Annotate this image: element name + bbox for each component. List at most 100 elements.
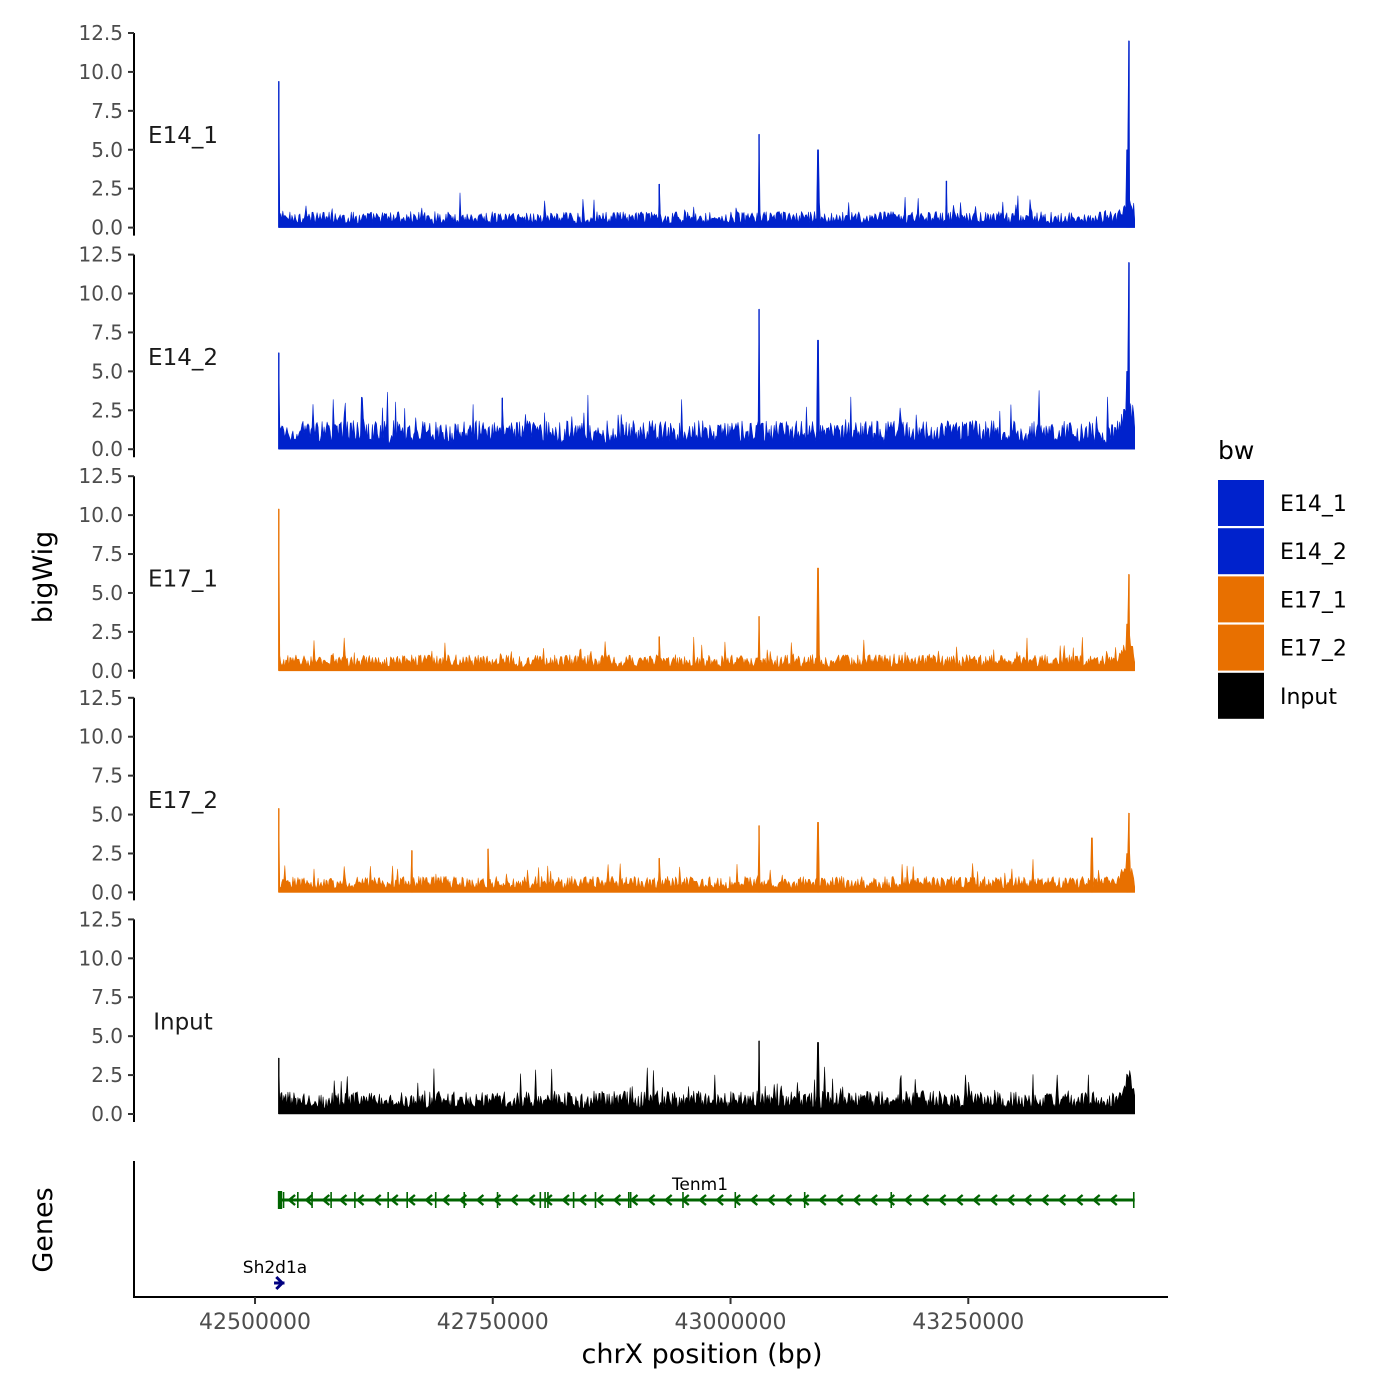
y-tick-label: 0.0 xyxy=(91,659,123,683)
legend-label: E14_1 xyxy=(1280,492,1347,517)
strand-arrow xyxy=(1006,1194,1015,1206)
signal-area-e14-1 xyxy=(278,40,1135,228)
legend-label: E17_2 xyxy=(1280,637,1347,662)
strand-arrow xyxy=(287,1194,296,1206)
strand-arrow xyxy=(920,1194,930,1206)
track-label: E14_1 xyxy=(148,123,218,149)
legend-item-input: Input xyxy=(1218,672,1337,719)
y-tick-label: 5.0 xyxy=(91,138,123,162)
genes-axis-label: Genes xyxy=(28,1187,59,1272)
legend-swatch xyxy=(1218,624,1264,671)
x-tick-label: 43000000 xyxy=(675,1310,787,1335)
strand-arrow xyxy=(766,1194,776,1206)
genes-track: Tenm1 Sh2d1a xyxy=(133,1161,1135,1297)
strand-arrow xyxy=(732,1194,741,1206)
y-tick-label: 7.5 xyxy=(91,320,123,344)
strand-arrow xyxy=(937,1194,947,1206)
legend-item-e17-1: E17_1 xyxy=(1218,576,1347,623)
y-tick-label: 7.5 xyxy=(91,764,123,788)
y-tick-label: 12.5 xyxy=(78,686,123,710)
y-tick-label: 0.0 xyxy=(91,437,123,461)
strand-arrow xyxy=(1074,1194,1084,1206)
x-tick-label: 43250000 xyxy=(912,1310,1024,1335)
legend-label: E14_2 xyxy=(1280,540,1347,565)
y-tick-label: 10.0 xyxy=(78,282,123,306)
tracks-layer: 0.0 2.5 5.0 7.5 10.0 12.5 E14_1 0.0 2.5 5.0 7.5 10.… xyxy=(78,21,1135,1126)
gene-name: Sh2d1a xyxy=(243,1258,307,1278)
strand-arrow xyxy=(458,1194,468,1206)
track-e17-1: 0.0 2.5 5.0 7.5 10.0 12.5 E17_1 xyxy=(78,464,1135,683)
y-tick-label: 10.0 xyxy=(78,60,123,84)
y-tick-label: 12.5 xyxy=(78,243,123,267)
strand-arrow xyxy=(971,1194,981,1206)
y-tick-label: 2.5 xyxy=(91,1063,123,1087)
strand-arrow xyxy=(629,1194,639,1206)
track-e14-2: 0.0 2.5 5.0 7.5 10.0 12.5 E14_2 xyxy=(78,243,1135,461)
track-label: Input xyxy=(153,1010,213,1036)
strand-arrow xyxy=(954,1194,964,1206)
strand-arrow xyxy=(1057,1194,1067,1206)
x-tick-label: 42500000 xyxy=(199,1310,311,1335)
signal-area-e17-1 xyxy=(278,508,1135,672)
y-tick-label: 7.5 xyxy=(91,99,123,123)
legend-item-e14-1: E14_1 xyxy=(1218,480,1347,526)
track-e17-2: 0.0 2.5 5.0 7.5 10.0 12.5 E17_2 xyxy=(78,686,1135,904)
strand-arrow xyxy=(835,1194,844,1206)
strand-arrow xyxy=(612,1194,622,1206)
gene-tenm1: Tenm1 xyxy=(277,1175,1135,1209)
gene-name: Tenm1 xyxy=(671,1175,728,1195)
y-tick-label: 5.0 xyxy=(91,803,123,827)
strand-arrow xyxy=(749,1194,759,1206)
strand-arrow xyxy=(372,1194,382,1206)
legend-swatch xyxy=(1218,480,1264,526)
strand-arrow xyxy=(475,1194,485,1206)
legend-label: E17_1 xyxy=(1280,588,1347,613)
y-tick-label: 2.5 xyxy=(91,620,123,644)
legend-title: bw xyxy=(1218,436,1254,465)
y-tick-label: 2.5 xyxy=(91,177,123,201)
strand-arrow xyxy=(698,1194,707,1206)
strand-arrow xyxy=(680,1194,690,1206)
strand-arrow xyxy=(561,1194,570,1206)
strand-arrow xyxy=(321,1194,331,1206)
strand-arrow xyxy=(1091,1194,1101,1206)
strand-arrow xyxy=(275,1275,285,1291)
y-tick-label: 0.0 xyxy=(91,216,123,240)
strand-arrow xyxy=(886,1194,896,1206)
strand-arrow xyxy=(646,1194,656,1206)
strand-arrow xyxy=(338,1194,348,1206)
track-input: 0.0 2.5 5.0 7.5 10.0 12.5 Input xyxy=(78,907,1135,1126)
y-tick-label: 10.0 xyxy=(78,946,123,970)
strand-arrow xyxy=(544,1194,553,1206)
strand-arrow xyxy=(441,1194,450,1206)
y-tick-label: 12.5 xyxy=(78,907,123,931)
strand-arrow xyxy=(304,1194,313,1206)
strand-arrow xyxy=(492,1194,502,1206)
y-axis-label: bigWig xyxy=(28,531,59,624)
strand-arrow xyxy=(1040,1194,1050,1206)
y-tick-label: 12.5 xyxy=(78,464,123,488)
strand-arrow xyxy=(526,1194,536,1206)
signal-area-e17-2 xyxy=(278,808,1135,893)
legend-swatch xyxy=(1218,528,1264,575)
strand-arrow xyxy=(800,1194,810,1206)
legend-label: Input xyxy=(1280,685,1337,710)
strand-arrow xyxy=(989,1194,998,1206)
strand-arrow xyxy=(783,1194,793,1206)
legend-item-e14-2: E14_2 xyxy=(1218,528,1347,575)
y-tick-label: 0.0 xyxy=(91,1102,123,1126)
strand-arrow xyxy=(509,1194,519,1206)
strand-arrow xyxy=(424,1194,433,1206)
signal-area-input xyxy=(278,1040,1135,1115)
y-tick-label: 0.0 xyxy=(91,880,123,904)
strand-arrow xyxy=(903,1194,913,1206)
strand-arrow xyxy=(355,1194,365,1206)
x-axis-label: chrX position (bp) xyxy=(581,1339,822,1370)
strand-arrow xyxy=(852,1194,861,1206)
y-tick-label: 10.0 xyxy=(78,725,123,749)
track-label: E17_2 xyxy=(148,788,218,814)
legend-swatch xyxy=(1218,672,1264,719)
x-tick-label: 42750000 xyxy=(437,1310,549,1335)
strand-arrow xyxy=(1108,1194,1118,1206)
